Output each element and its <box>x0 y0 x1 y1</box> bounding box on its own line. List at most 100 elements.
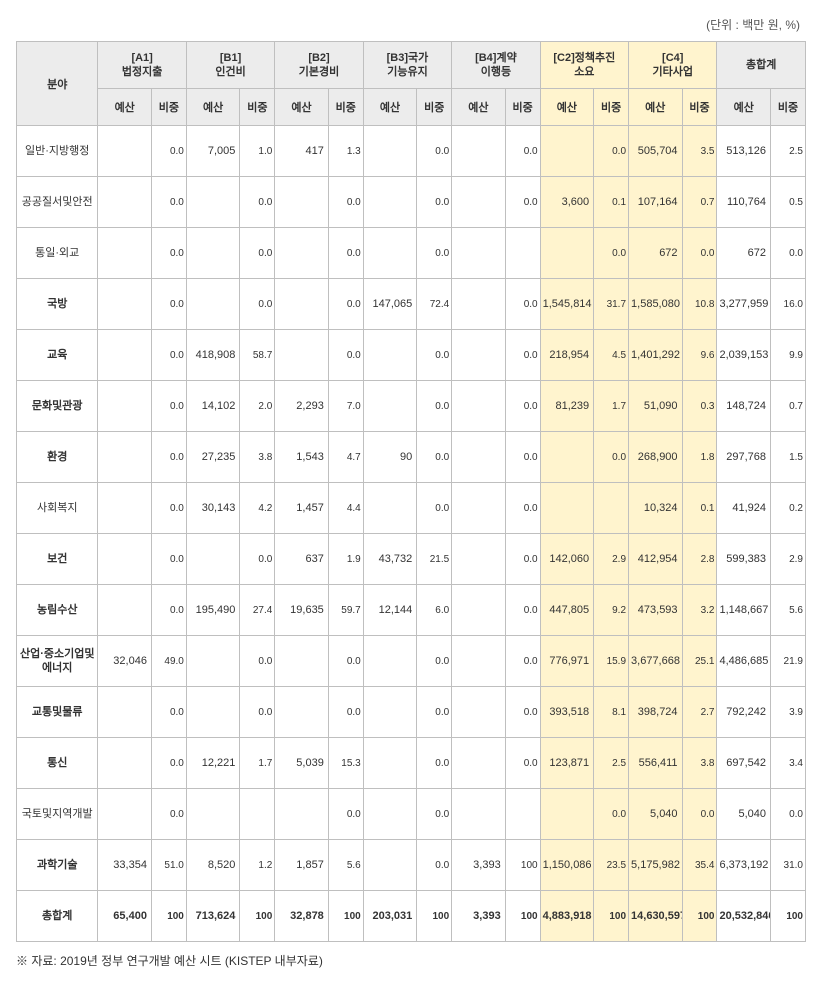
cell-budget: 672 <box>717 228 771 279</box>
cell-budget <box>186 228 240 279</box>
table-body: 일반·지방행정0.07,0051.04171.30.00.00.0505,704… <box>17 126 806 942</box>
cell-budget: 32,046 <box>98 636 152 687</box>
cell-budget <box>186 534 240 585</box>
cell-budget: 3,393 <box>452 840 506 891</box>
row-label: 교육 <box>17 330 98 381</box>
subcol-budget-6: 예산 <box>629 89 683 126</box>
cell-ratio: 0.0 <box>328 177 363 228</box>
subcol-budget-5: 예산 <box>540 89 594 126</box>
cell-budget: 90 <box>363 432 417 483</box>
cell-ratio: 0.0 <box>505 126 540 177</box>
cell-budget <box>452 279 506 330</box>
cell-ratio: 100 <box>594 891 629 942</box>
cell-ratio: 0.0 <box>682 789 717 840</box>
cell-budget <box>186 687 240 738</box>
cell-ratio: 0.0 <box>417 330 452 381</box>
cell-ratio: 0.0 <box>417 636 452 687</box>
col-group-4: [B4]계약 이행등 <box>452 42 540 89</box>
cell-ratio: 0.0 <box>328 279 363 330</box>
cell-ratio: 0.0 <box>682 228 717 279</box>
cell-budget <box>275 228 329 279</box>
row-label: 통일·외교 <box>17 228 98 279</box>
cell-budget <box>452 585 506 636</box>
cell-ratio: 5.6 <box>770 585 805 636</box>
cell-ratio: 16.0 <box>770 279 805 330</box>
table-row: 과학기술33,35451.08,5201.21,8575.60.03,39310… <box>17 840 806 891</box>
cell-ratio: 1.2 <box>240 840 275 891</box>
cell-budget: 1,148,667 <box>717 585 771 636</box>
cell-budget <box>98 738 152 789</box>
table-row: 국토및지역개발0.00.00.00.05,0400.05,0400.0 <box>17 789 806 840</box>
cell-budget <box>540 126 594 177</box>
cell-budget <box>98 177 152 228</box>
cell-budget: 10,324 <box>629 483 683 534</box>
cell-budget: 147,065 <box>363 279 417 330</box>
cell-budget: 1,585,080 <box>629 279 683 330</box>
cell-ratio: 1.3 <box>328 126 363 177</box>
cell-ratio: 0.0 <box>417 228 452 279</box>
cell-ratio: 0.1 <box>682 483 717 534</box>
cell-ratio: 3.8 <box>240 432 275 483</box>
cell-ratio: 9.2 <box>594 585 629 636</box>
cell-ratio: 1.0 <box>240 126 275 177</box>
row-label: 공공질서및안전 <box>17 177 98 228</box>
cell-budget <box>275 177 329 228</box>
source-note: ※ 자료: 2019년 정부 연구개발 예산 시트 (KISTEP 내부자료) <box>16 952 806 969</box>
table-row: 일반·지방행정0.07,0051.04171.30.00.00.0505,704… <box>17 126 806 177</box>
cell-budget <box>452 330 506 381</box>
cell-ratio: 0.0 <box>505 534 540 585</box>
cell-budget: 505,704 <box>629 126 683 177</box>
header-row-sub: 예산비중예산비중예산비중예산비중예산비중예산비중예산비중예산비중 <box>17 89 806 126</box>
cell-budget <box>452 432 506 483</box>
cell-ratio: 0.0 <box>505 483 540 534</box>
cell-budget <box>98 228 152 279</box>
cell-budget <box>98 534 152 585</box>
cell-ratio: 15.9 <box>594 636 629 687</box>
cell-ratio: 0.0 <box>240 279 275 330</box>
cell-ratio: 0.0 <box>505 687 540 738</box>
cell-ratio: 72.4 <box>417 279 452 330</box>
table-row: 농림수산0.0195,49027.419,63559.712,1446.00.0… <box>17 585 806 636</box>
cell-ratio: 0.0 <box>151 585 186 636</box>
cell-budget <box>452 483 506 534</box>
cell-ratio: 4.7 <box>328 432 363 483</box>
cell-budget <box>363 483 417 534</box>
cell-ratio: 100 <box>240 891 275 942</box>
cell-ratio: 0.0 <box>151 177 186 228</box>
cell-budget <box>363 789 417 840</box>
cell-budget: 30,143 <box>186 483 240 534</box>
cell-ratio: 7.0 <box>328 381 363 432</box>
cell-ratio: 2.8 <box>682 534 717 585</box>
cell-ratio: 0.0 <box>594 789 629 840</box>
cell-budget: 637 <box>275 534 329 585</box>
cell-budget <box>98 483 152 534</box>
cell-budget: 14,102 <box>186 381 240 432</box>
cell-ratio: 9.9 <box>770 330 805 381</box>
cell-budget: 43,732 <box>363 534 417 585</box>
cell-ratio: 0.0 <box>151 279 186 330</box>
cell-ratio: 0.0 <box>594 228 629 279</box>
cell-ratio: 21.9 <box>770 636 805 687</box>
cell-budget: 3,600 <box>540 177 594 228</box>
cell-budget <box>98 126 152 177</box>
cell-budget <box>363 381 417 432</box>
cell-budget <box>452 687 506 738</box>
col-group-3: [B3]국가 기능유지 <box>363 42 451 89</box>
subcol-ratio-6: 비중 <box>682 89 717 126</box>
cell-budget <box>275 330 329 381</box>
cell-budget: 20,532,840 <box>717 891 771 942</box>
subcol-budget-7: 예산 <box>717 89 771 126</box>
cell-budget: 417 <box>275 126 329 177</box>
cell-budget: 14,630,597 <box>629 891 683 942</box>
cell-budget: 697,542 <box>717 738 771 789</box>
cell-ratio: 0.0 <box>328 228 363 279</box>
cell-budget <box>186 279 240 330</box>
subcol-budget-3: 예산 <box>363 89 417 126</box>
cell-ratio: 0.0 <box>328 687 363 738</box>
cell-budget: 599,383 <box>717 534 771 585</box>
cell-ratio: 0.0 <box>240 636 275 687</box>
col-group-2: [B2] 기본경비 <box>275 42 363 89</box>
cell-ratio: 0.0 <box>151 432 186 483</box>
cell-ratio: 0.0 <box>151 789 186 840</box>
cell-budget: 51,090 <box>629 381 683 432</box>
